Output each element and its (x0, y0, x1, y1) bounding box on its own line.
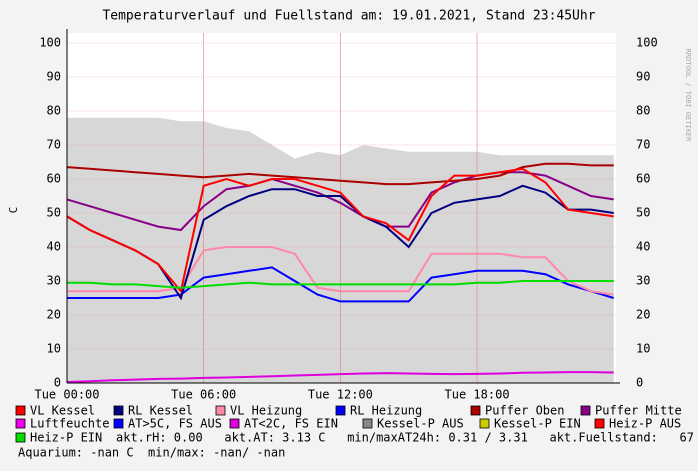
y2-tick-label: 40 (636, 240, 650, 254)
y2-tick-label: 80 (636, 104, 650, 118)
legend-label: Heiz-P EIN (30, 431, 102, 445)
legend-label: VL Heizung (230, 404, 302, 418)
legend-swatch (113, 405, 124, 416)
y-tick-label: 80 (47, 104, 61, 118)
legend-swatch (580, 405, 591, 416)
series-line (66, 167, 614, 294)
x-tick-label: Tue 00:00 (34, 388, 99, 402)
x-tick-label: Tue 12:00 (308, 388, 373, 402)
series-line (66, 162, 614, 186)
y-tick-label: 0 (54, 376, 61, 390)
legend-swatch (362, 418, 373, 429)
y-tick-label: 90 (47, 70, 61, 84)
legend-label: AT>5C, FS AUS (128, 417, 222, 431)
legend-swatch (229, 418, 240, 429)
y-tick-label: 10 (47, 342, 61, 356)
legend-label: Puffer Mitte (595, 404, 682, 418)
y2-tick-label: 70 (636, 138, 650, 152)
legend-label: RL Heizung (350, 404, 422, 418)
y2-tick-label: 10 (636, 342, 650, 356)
y-tick-label: 100 (39, 36, 61, 50)
y2-tick-label: 20 (636, 308, 650, 322)
legend-label: Kessel-P AUS (377, 417, 464, 431)
y-tick-label: 40 (47, 240, 61, 254)
legend-swatch (335, 405, 346, 416)
legend-label: Kessel-P EIN (494, 417, 581, 431)
series-line (67, 266, 615, 303)
series-line (67, 280, 614, 289)
series-line (66, 371, 614, 383)
footer-stats: Aquarium: -nan C min/max: -nan/ -nan (18, 446, 285, 460)
series-line (67, 246, 614, 296)
y-tick-label: 70 (47, 138, 61, 152)
legend-label: Puffer Oben (485, 404, 564, 418)
y2-tick-label: 0 (636, 376, 643, 390)
y-tick-label: 20 (47, 308, 61, 322)
chart-title: Temperaturverlauf und Fuellstand am: 19.… (102, 9, 595, 24)
legend-swatch (15, 418, 26, 429)
x-tick-label: Tue 18:00 (445, 388, 510, 402)
legend-swatch (470, 405, 481, 416)
y2-tick-label: 30 (636, 274, 650, 288)
legend-swatch (479, 418, 490, 429)
legend-label: VL Kessel (30, 404, 95, 418)
legend-label: Heiz-P AUS (609, 417, 681, 431)
legend-swatch (15, 432, 26, 443)
series-line (66, 171, 614, 232)
footer-stats: akt.rH: 0.00 akt.AT: 3.13 C min/maxAT24h… (116, 431, 694, 445)
legend-swatch (113, 418, 124, 429)
y-tick-label: 60 (47, 172, 61, 186)
legend-label: RL Kessel (128, 404, 193, 418)
legend-label: AT<2C, FS EIN (244, 417, 338, 431)
x-tick-label: Tue 06:00 (171, 388, 236, 402)
y-axis-label: C (7, 207, 20, 214)
y2-tick-label: 60 (636, 172, 650, 186)
watermark: RRDTOOL / TOBI OETIKER (684, 49, 692, 143)
y-tick-label: 30 (47, 274, 61, 288)
legend-swatch (15, 405, 26, 416)
legend-label: Luftfeuchte (30, 417, 109, 431)
y-tick-label: 50 (47, 206, 61, 220)
legend-swatch (215, 405, 226, 416)
y2-tick-label: 90 (636, 70, 650, 84)
y2-tick-label: 50 (636, 206, 650, 220)
y2-tick-label: 100 (636, 36, 658, 50)
legend-swatch (594, 418, 605, 429)
